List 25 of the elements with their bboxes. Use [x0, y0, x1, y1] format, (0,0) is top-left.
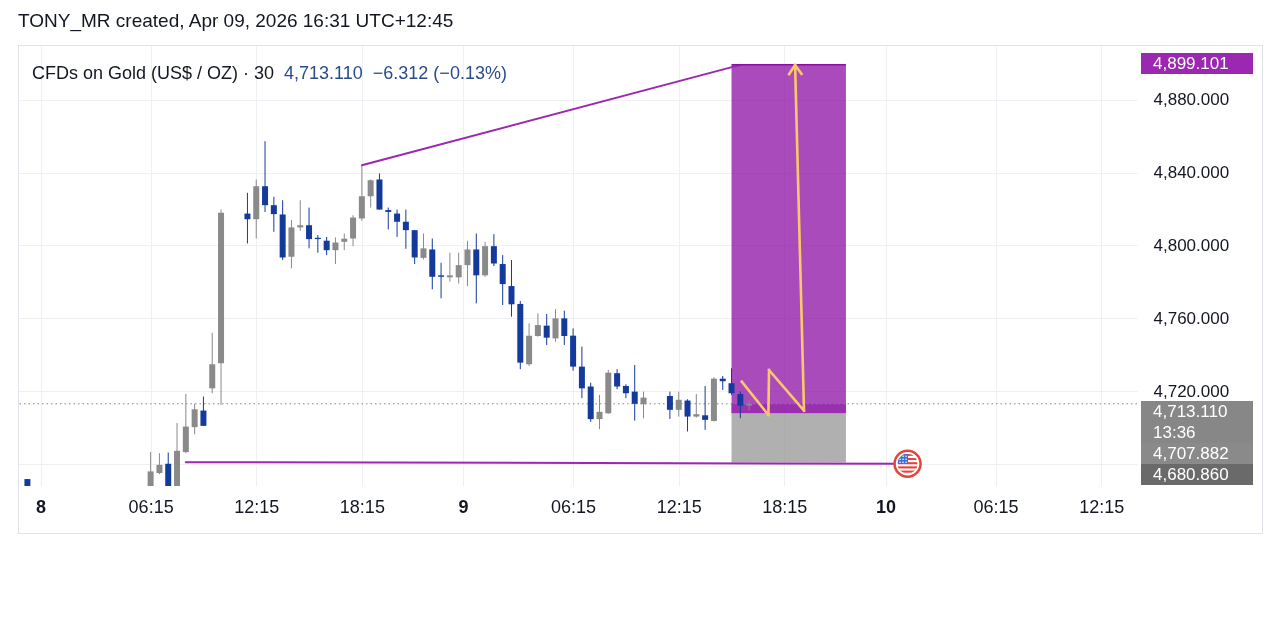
x-tick-label: 9 [458, 496, 469, 517]
text: 4,899.101 [1141, 53, 1253, 74]
text: 4,680.860 [1141, 464, 1253, 486]
annotation: 4,713.110 [284, 63, 363, 83]
x-tick-label: 10 [876, 496, 897, 517]
text: 13:36 [1141, 422, 1253, 444]
x-tick-label: 18:15 [339, 496, 385, 517]
y-tick-label: 4,760.000 [1153, 308, 1230, 328]
x-tick-label: 06:15 [973, 496, 1019, 517]
ref-line-label: 4,713.110 [1141, 401, 1253, 423]
y-tick-label: 4,800.000 [1153, 235, 1230, 255]
text: CFDs on Gold (US$ / OZ) · 30 [32, 63, 275, 83]
x-tick-label: 12:15 [1079, 496, 1125, 517]
y-tick-label: 4,880.000 [1153, 90, 1230, 110]
x-tick-label: 06:15 [128, 496, 174, 517]
chart-title: TONY_MR created, Apr 09, 2026 16:31 UTC+12:45 [18, 10, 454, 32]
x-tick-label: 12:15 [656, 496, 702, 517]
x-tick-label: 12:15 [234, 496, 280, 517]
y-tick-label: 4,720.000 [1153, 381, 1230, 401]
x-tick-label: 8 [36, 496, 47, 517]
annotation: −6.312 (−0.13%) [372, 63, 507, 83]
y-tick-label: 4,840.000 [1153, 163, 1230, 183]
text: 4,707.882 [1141, 443, 1253, 465]
x-tick-label: 06:15 [551, 496, 597, 517]
x-tick-label: 18:15 [762, 496, 808, 517]
